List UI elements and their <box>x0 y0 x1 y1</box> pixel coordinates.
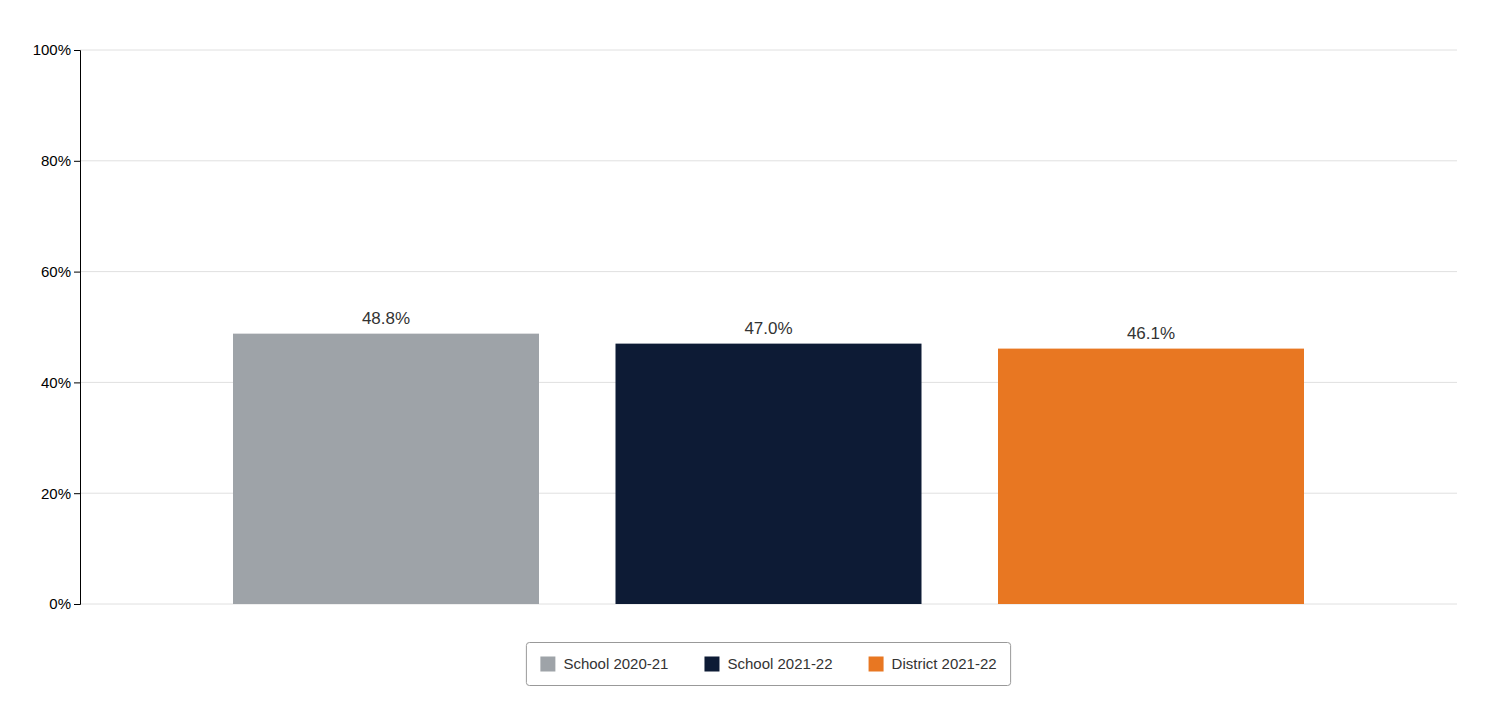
y-tick: 80% <box>41 152 80 169</box>
legend-frame <box>526 643 1010 686</box>
bars <box>233 334 1304 604</box>
y-tick-label: 20% <box>41 485 71 502</box>
y-tick: 20% <box>41 485 80 502</box>
bar <box>616 344 922 604</box>
plot: 0% 20% 40% 60% 80% 100% 48.8% 47.0% 46.1% <box>33 41 1457 612</box>
y-axis-line <box>74 51 81 605</box>
y-tick-mark <box>74 382 80 383</box>
legend-item: School 2021-22 <box>704 655 832 672</box>
bar <box>998 349 1304 604</box>
y-tick: 0% <box>49 595 80 612</box>
grid-line <box>80 160 1457 161</box>
legend: School 2020-21 School 2021-22 District 202… <box>526 643 1010 686</box>
grid <box>80 50 1457 604</box>
legend-label: School 2020-21 <box>563 655 668 672</box>
bar <box>233 334 539 604</box>
y-tick-label: 40% <box>41 374 71 391</box>
y-tick-label: 0% <box>49 595 71 612</box>
y-tick-mark <box>74 604 80 605</box>
y-tick-label: 80% <box>41 152 71 169</box>
chart: 0% 20% 40% 60% 80% 100% 48.8% 47.0% 46.1% School … <box>0 0 1507 724</box>
legend-swatch <box>704 657 719 672</box>
y-tick-label: 100% <box>33 41 71 58</box>
y-tick: 40% <box>41 374 80 391</box>
y-tick: 60% <box>41 263 80 280</box>
grid-line <box>80 271 1457 272</box>
legend-item: School 2020-21 <box>540 655 668 672</box>
y-tick-mark <box>74 50 80 51</box>
y-tick-label: 60% <box>41 263 71 280</box>
grid-line <box>80 50 1457 51</box>
data-label: 47.0% <box>744 319 792 338</box>
y-tick: 100% <box>33 41 80 58</box>
legend-label: District 2021-22 <box>892 655 997 672</box>
y-tick-mark <box>74 493 80 494</box>
y-tick-mark <box>74 161 80 162</box>
data-label: 48.8% <box>362 309 410 328</box>
legend-label: School 2021-22 <box>727 655 832 672</box>
legend-swatch <box>540 657 555 672</box>
y-axis: 0% 20% 40% 60% 80% 100% <box>33 41 81 612</box>
data-labels: 48.8% 47.0% 46.1% <box>362 309 1175 343</box>
y-tick-mark <box>74 272 80 273</box>
legend-item: District 2021-22 <box>869 655 997 672</box>
legend-swatch <box>869 657 884 672</box>
data-label: 46.1% <box>1127 324 1175 343</box>
